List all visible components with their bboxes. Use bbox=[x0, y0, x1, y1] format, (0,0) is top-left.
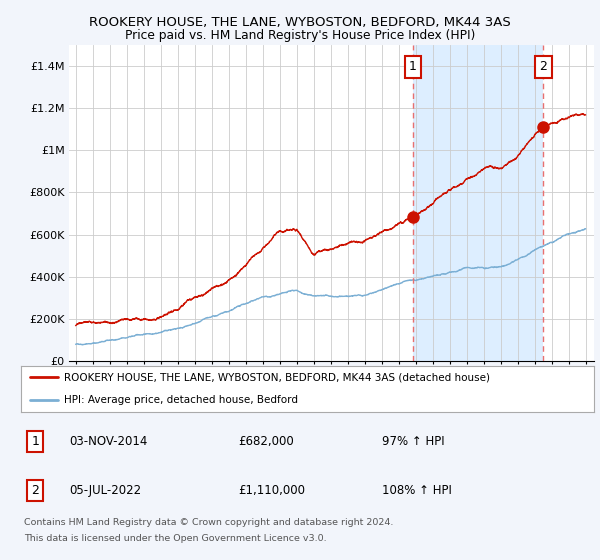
Text: 03-NOV-2014: 03-NOV-2014 bbox=[70, 435, 148, 448]
Text: Contains HM Land Registry data © Crown copyright and database right 2024.: Contains HM Land Registry data © Crown c… bbox=[24, 518, 394, 527]
Text: 2: 2 bbox=[539, 60, 547, 73]
Text: £1,110,000: £1,110,000 bbox=[239, 484, 306, 497]
Text: 97% ↑ HPI: 97% ↑ HPI bbox=[382, 435, 445, 448]
Text: HPI: Average price, detached house, Bedford: HPI: Average price, detached house, Bedf… bbox=[64, 395, 298, 405]
Text: 05-JUL-2022: 05-JUL-2022 bbox=[70, 484, 142, 497]
Text: 108% ↑ HPI: 108% ↑ HPI bbox=[382, 484, 452, 497]
Text: 1: 1 bbox=[409, 60, 417, 73]
Text: 1: 1 bbox=[31, 435, 39, 448]
Bar bbox=[413, 45, 543, 361]
Text: Price paid vs. HM Land Registry's House Price Index (HPI): Price paid vs. HM Land Registry's House … bbox=[125, 29, 475, 41]
Text: This data is licensed under the Open Government Licence v3.0.: This data is licensed under the Open Gov… bbox=[24, 534, 326, 543]
Text: 2: 2 bbox=[31, 484, 39, 497]
Text: ROOKERY HOUSE, THE LANE, WYBOSTON, BEDFORD, MK44 3AS: ROOKERY HOUSE, THE LANE, WYBOSTON, BEDFO… bbox=[89, 16, 511, 29]
Text: ROOKERY HOUSE, THE LANE, WYBOSTON, BEDFORD, MK44 3AS (detached house): ROOKERY HOUSE, THE LANE, WYBOSTON, BEDFO… bbox=[64, 372, 490, 382]
Text: £682,000: £682,000 bbox=[239, 435, 295, 448]
